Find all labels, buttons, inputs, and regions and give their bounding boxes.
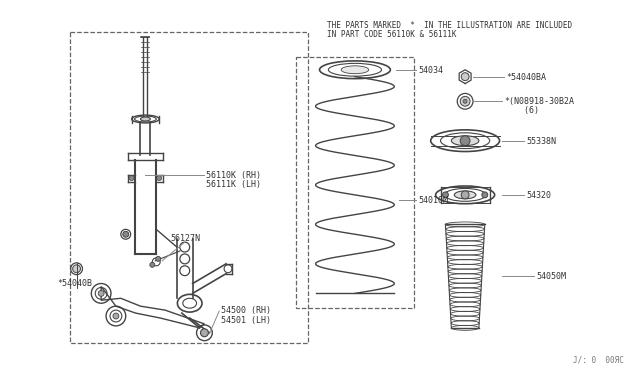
Circle shape xyxy=(200,329,209,337)
Text: THE PARTS MARKED  *  IN THE ILLUSTRATION ARE INCLUDED: THE PARTS MARKED * IN THE ILLUSTRATION A… xyxy=(328,20,573,29)
Circle shape xyxy=(123,231,129,237)
Circle shape xyxy=(463,99,467,103)
Text: (6): (6) xyxy=(504,106,540,115)
Text: *54040BA: *54040BA xyxy=(506,73,547,82)
Circle shape xyxy=(150,262,155,267)
Circle shape xyxy=(482,192,488,198)
Bar xyxy=(70,32,308,343)
Text: 54500 (RH): 54500 (RH) xyxy=(221,306,271,315)
Ellipse shape xyxy=(341,66,369,74)
Text: 54501 (LH): 54501 (LH) xyxy=(221,316,271,325)
Bar xyxy=(296,57,414,308)
Text: 55338N: 55338N xyxy=(526,137,556,146)
Text: 56127N: 56127N xyxy=(170,234,200,243)
Ellipse shape xyxy=(141,117,150,121)
Text: 54034: 54034 xyxy=(418,66,443,75)
Circle shape xyxy=(156,256,161,262)
Circle shape xyxy=(460,136,470,145)
Circle shape xyxy=(461,191,469,199)
Circle shape xyxy=(442,192,449,198)
Ellipse shape xyxy=(451,136,479,145)
Text: *54040B: *54040B xyxy=(57,279,92,288)
Text: 56110K (RH): 56110K (RH) xyxy=(207,171,261,180)
Text: 54050M: 54050M xyxy=(536,272,566,281)
Text: *(N08918-30B2A: *(N08918-30B2A xyxy=(504,97,575,106)
Circle shape xyxy=(157,176,162,180)
Circle shape xyxy=(113,313,119,319)
Ellipse shape xyxy=(454,191,476,199)
Text: 54320: 54320 xyxy=(526,191,551,200)
Text: J/: 0  00ЯC: J/: 0 00ЯC xyxy=(573,355,624,365)
Text: 56111K (LH): 56111K (LH) xyxy=(207,180,261,189)
Circle shape xyxy=(460,96,470,106)
Circle shape xyxy=(98,291,104,296)
Circle shape xyxy=(129,176,134,180)
Circle shape xyxy=(72,265,81,273)
Text: IN PART CODE 56110K & 56111K: IN PART CODE 56110K & 56111K xyxy=(328,31,457,39)
Text: 54010M: 54010M xyxy=(418,196,448,205)
Circle shape xyxy=(461,73,469,81)
